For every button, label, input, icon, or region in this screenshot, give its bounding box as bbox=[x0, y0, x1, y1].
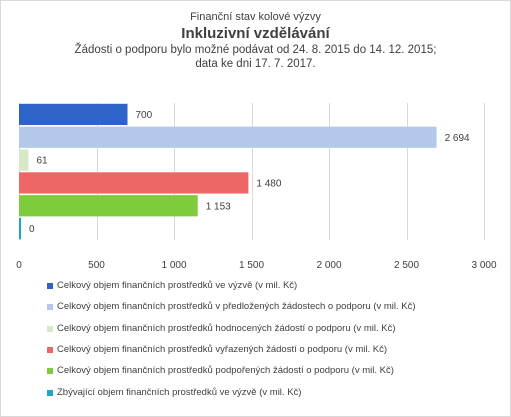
legend-swatch-1 bbox=[47, 304, 53, 311]
legend-label-3: Celkový objem finančních prostředků vyřa… bbox=[57, 343, 388, 355]
bar-1 bbox=[19, 126, 437, 148]
x-tick-label-0: 0 bbox=[16, 260, 22, 271]
bar-4 bbox=[19, 195, 198, 217]
data-label-3: 1 480 bbox=[256, 178, 281, 189]
x-tick-label-5: 2 500 bbox=[394, 260, 419, 271]
legend-label-2: Celkový objem finančních prostředků hodn… bbox=[57, 322, 396, 334]
x-tick-label-3: 1 500 bbox=[239, 260, 264, 271]
legend-swatch-5 bbox=[47, 389, 53, 396]
bar-3 bbox=[19, 172, 249, 194]
data-label-1: 2 694 bbox=[445, 133, 470, 144]
legend-label-1: Celkový objem finančních prostředků v př… bbox=[57, 301, 416, 313]
legend-label-4: Celkový objem finančních prostředků podp… bbox=[57, 365, 394, 377]
x-tick-label-1: 500 bbox=[88, 260, 105, 271]
chart-subtitle-line-2: data ke dni 17. 7. 2017. bbox=[195, 58, 316, 70]
data-label-5: 0 bbox=[29, 224, 35, 235]
legend-swatch-3 bbox=[47, 346, 53, 353]
chart-title: Inkluzivní vzdělávání bbox=[181, 25, 330, 42]
legend-swatch-2 bbox=[47, 325, 53, 332]
bar-0 bbox=[19, 103, 128, 126]
x-tick-label-6: 3 000 bbox=[471, 260, 496, 271]
data-label-0: 700 bbox=[136, 110, 153, 121]
data-label-2: 61 bbox=[36, 156, 48, 167]
legend-swatch-0 bbox=[47, 283, 53, 289]
x-tick-label-4: 2 000 bbox=[316, 260, 341, 271]
x-tick-label-2: 1 000 bbox=[161, 260, 186, 271]
legend-label-5: Zbývající objem finančních prostředků ve… bbox=[57, 386, 302, 398]
chart-supertitle: Finanční stav kolové výzvy bbox=[190, 11, 321, 23]
bar-5 bbox=[19, 217, 21, 240]
chart-subtitle-line-1: Žádosti o podporu bylo možné podávat od … bbox=[74, 44, 437, 56]
bar-2 bbox=[19, 149, 29, 171]
data-label-4: 1 153 bbox=[206, 201, 231, 212]
legend-swatch-4 bbox=[47, 368, 53, 375]
bar-chart: 0 500 1 000 1 500 2 000 2 500 3 000 700 2 694 61 1… bbox=[16, 103, 497, 271]
legend-label-0: Celkový objem finančních prostředků ve v… bbox=[57, 280, 298, 291]
chart-titles: Finanční stav kolové výzvy Inkluzivní vz… bbox=[0, 10, 511, 71]
